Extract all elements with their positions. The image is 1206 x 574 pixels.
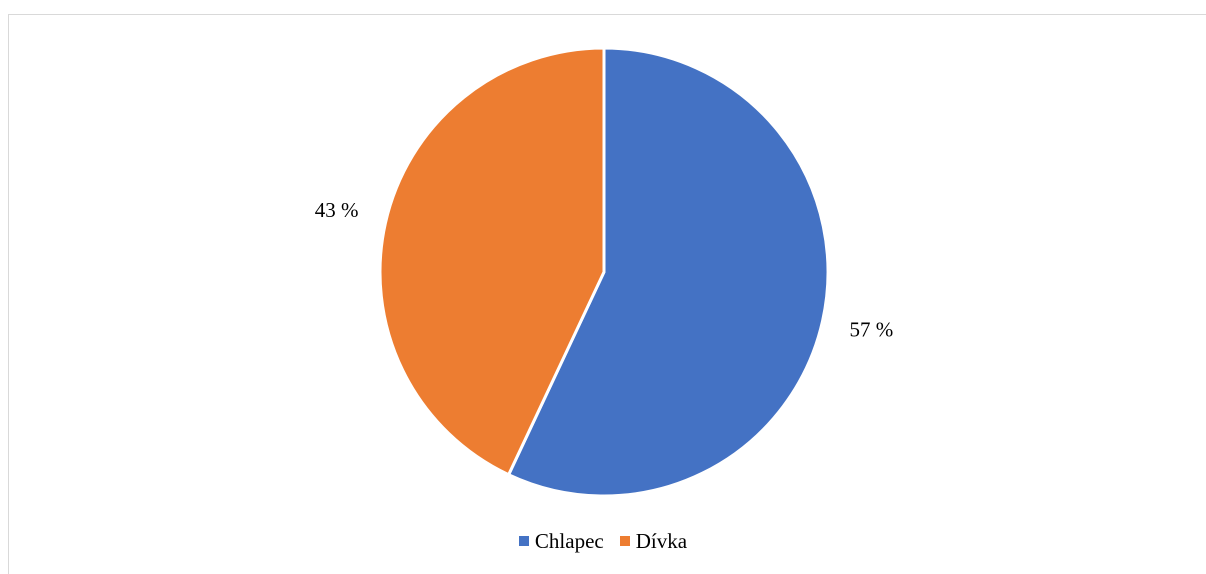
pie-data-labels: 57 % 43 % [315, 198, 894, 342]
legend-label-divka: Dívka [635, 528, 688, 553]
pie-slices [378, 46, 830, 498]
legend-item-chlapec: Chlapec [518, 528, 604, 554]
pie-slice-divka [378, 46, 606, 477]
legend-swatch-divka [619, 536, 630, 546]
chart-frame [8, 14, 1206, 574]
data-label-chlapec: 57 % [850, 318, 894, 342]
legend: Chlapec Dívka [0, 526, 1206, 556]
pie-slice-chlapec [507, 46, 830, 498]
legend-item-divka: Dívka [619, 528, 688, 554]
legend-swatch-chlapec [518, 536, 529, 546]
data-label-divka: 43 % [315, 198, 359, 222]
legend-label-chlapec: Chlapec [534, 528, 604, 553]
